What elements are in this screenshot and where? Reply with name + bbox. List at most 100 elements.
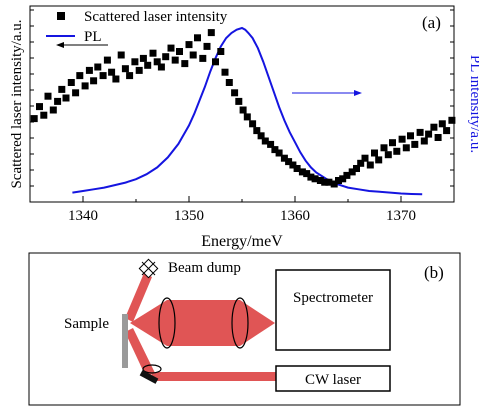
scatter-point xyxy=(131,58,139,66)
legend-pl-label: PL xyxy=(84,29,102,45)
scatter-point xyxy=(339,175,347,183)
scatter-point xyxy=(293,165,301,172)
scatter-point xyxy=(126,72,134,80)
lens-2 xyxy=(231,297,249,349)
y-axis-label-left: Scattered laser intensity/a.u. xyxy=(9,19,25,188)
scatter-point xyxy=(117,51,125,59)
scatter-point xyxy=(353,165,360,172)
scatter-point xyxy=(393,147,401,155)
beam-dump-label: Beam dump xyxy=(168,260,241,276)
scatter-point xyxy=(90,77,98,85)
legend: Scattered laser intensity PL xyxy=(46,9,228,45)
left-axis-arrow xyxy=(56,42,108,48)
scatter-point xyxy=(434,134,442,141)
scatter-point xyxy=(212,58,219,66)
scatter-point xyxy=(271,146,279,154)
setup-panel: (b) Sample Beam dump Spectrometer CW l xyxy=(28,252,461,406)
beam-sample-to-dump xyxy=(125,273,152,322)
cw-laser-box xyxy=(275,365,391,392)
scatter-point xyxy=(235,97,243,105)
spectrometer-box xyxy=(275,269,391,351)
x-tick-label: 1340 xyxy=(68,208,98,224)
scatter-point xyxy=(108,68,116,76)
scatter-point xyxy=(44,92,52,100)
scatter-point xyxy=(139,54,147,62)
scatter-point xyxy=(162,53,170,61)
right-axis-arrow xyxy=(292,90,362,96)
scatter-point xyxy=(225,79,233,86)
sample-label: Sample xyxy=(64,316,109,332)
scatter-point xyxy=(221,68,229,76)
setup-frame xyxy=(28,252,461,406)
legend-scatter-label: Scattered laser intensity xyxy=(84,9,228,25)
laser-beams xyxy=(125,273,276,381)
scatter-point xyxy=(99,72,107,80)
scatter-point xyxy=(398,135,406,143)
scatter-point xyxy=(411,140,419,148)
scatter-point xyxy=(402,144,410,152)
scatter-point xyxy=(194,34,201,42)
scatter-point xyxy=(384,151,392,159)
scatter-point xyxy=(54,97,62,105)
y-axis-label-right: PL intensity/a.u. xyxy=(467,55,479,153)
scatter-point xyxy=(40,111,48,119)
mirror xyxy=(139,370,159,384)
lens-3 xyxy=(142,364,162,374)
pl-series xyxy=(72,26,423,196)
beam-laser-to-mirror xyxy=(152,372,276,381)
panel-b-label: (b) xyxy=(424,263,444,282)
scatter-point xyxy=(30,115,38,123)
scatter-point xyxy=(85,66,93,74)
scatter-point xyxy=(67,79,75,86)
scatter-point xyxy=(275,149,283,157)
scatter-point xyxy=(149,49,157,57)
scatter-point xyxy=(416,128,424,136)
scatter-point xyxy=(189,51,197,59)
scatter-point xyxy=(443,127,451,135)
chart-panel: 1340 1350 1360 1370 Scattered laser intensi… xyxy=(9,5,479,250)
scatter-point xyxy=(311,175,319,183)
scatter-point xyxy=(249,120,257,128)
scatter-point xyxy=(335,177,342,184)
scatter-point xyxy=(425,130,433,138)
scatter-point xyxy=(289,161,297,169)
scatter-point xyxy=(448,116,456,124)
scatter-point xyxy=(303,170,311,178)
scatter-point xyxy=(135,66,143,74)
scatter-point xyxy=(207,29,215,37)
scatter-point xyxy=(348,168,356,176)
scatter-point xyxy=(103,56,111,64)
x-tick-label: 1350 xyxy=(174,208,204,224)
scatter-point xyxy=(203,42,211,50)
scatter-point xyxy=(257,132,265,140)
scatter-point xyxy=(81,82,89,90)
scatter-point xyxy=(361,154,369,162)
scatter-point xyxy=(49,106,57,114)
scatter-point xyxy=(321,178,329,186)
scatter-point xyxy=(112,75,120,83)
x-tick-label: 1370 xyxy=(386,208,416,224)
scatter-point xyxy=(280,154,288,162)
lens-1 xyxy=(158,297,176,349)
scatter-point xyxy=(343,171,351,179)
scatter-point xyxy=(371,149,378,157)
scatter-point xyxy=(171,56,179,64)
scatter-point xyxy=(62,94,70,102)
scatter-point xyxy=(253,127,261,135)
scatter-point xyxy=(157,63,165,71)
beam-dump-icon xyxy=(138,258,159,279)
scatter-point xyxy=(407,132,414,140)
scatter-point xyxy=(380,144,388,152)
scatter-point xyxy=(285,158,293,166)
scatter-point xyxy=(181,60,189,68)
scatter-point xyxy=(185,41,193,49)
scatter-point xyxy=(420,137,428,145)
scatter-point xyxy=(267,140,275,148)
beam-mirror-to-sample xyxy=(125,328,155,377)
scatter-point xyxy=(217,48,225,55)
scatter-point xyxy=(167,44,175,52)
beam-collection-cone xyxy=(130,300,275,346)
scatter-point xyxy=(375,156,383,164)
scatter-point xyxy=(76,72,84,80)
